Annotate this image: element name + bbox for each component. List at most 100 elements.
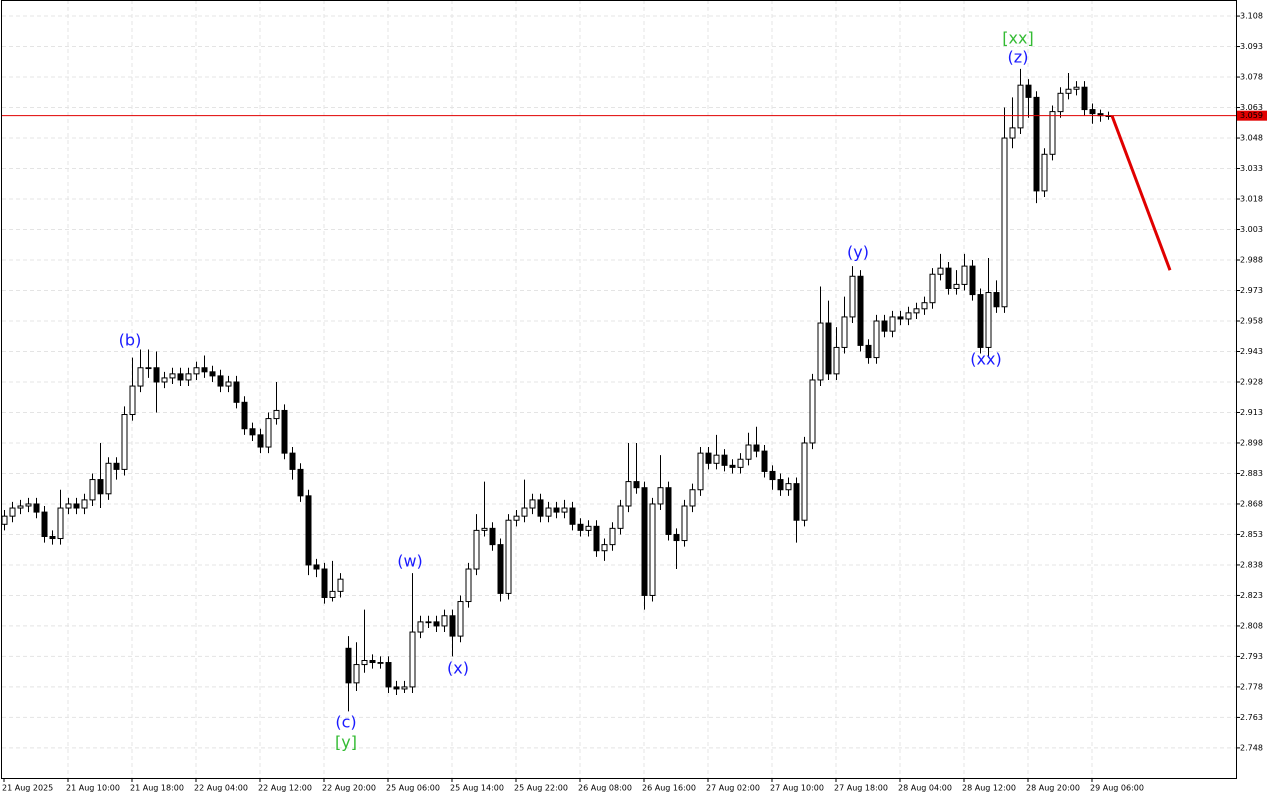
x-tick-label: 25 Aug 22:00: [514, 784, 568, 793]
wave-label: [xx]: [1002, 29, 1033, 48]
x-tick-label: 26 Aug 16:00: [642, 784, 696, 793]
y-tick-label: 3.108: [1240, 12, 1263, 21]
candle-body: [57, 507, 64, 540]
candle-body: [849, 275, 856, 318]
candle-body: [361, 659, 368, 666]
candle-body: [601, 544, 608, 552]
candle-body: [305, 495, 312, 566]
candle-body: [297, 468, 304, 497]
candle-body: [657, 487, 664, 505]
candle-body: [329, 590, 336, 598]
candle-body: [9, 507, 16, 517]
plot-frame: [1, 0, 1237, 779]
y-tick-label: 2.763: [1240, 713, 1263, 722]
candle-body: [889, 316, 896, 332]
candle-body: [897, 316, 904, 320]
x-tick-label: 29 Aug 06:00: [1090, 784, 1144, 793]
candle-body: [73, 503, 80, 509]
candle-body: [369, 659, 376, 664]
x-tick-label: 22 Aug 12:00: [258, 784, 312, 793]
candle-body: [169, 373, 176, 379]
candle-body: [417, 621, 424, 633]
candle-body: [865, 344, 872, 359]
candle-body: [457, 601, 464, 637]
candle-body: [433, 621, 440, 627]
candle-body: [1025, 84, 1032, 98]
candle-body: [993, 292, 1000, 308]
candle-body: [529, 499, 536, 509]
y-tick-label: 2.943: [1240, 347, 1263, 356]
candle-body: [217, 375, 224, 387]
candle-body: [689, 489, 696, 507]
candle-body: [497, 544, 504, 594]
candle-body: [273, 409, 280, 420]
candle-body: [793, 483, 800, 521]
candles: [1, 68, 1112, 712]
candle-body: [1089, 109, 1096, 115]
x-tick-label: 22 Aug 04:00: [194, 784, 248, 793]
y-tick-label: 2.868: [1240, 499, 1263, 508]
candle-body: [265, 418, 272, 448]
candle-body: [385, 662, 392, 688]
candle-body: [745, 444, 752, 460]
candle-body: [1073, 86, 1080, 90]
candle-body: [705, 452, 712, 464]
candle-body: [921, 302, 928, 310]
candle-body: [905, 312, 912, 320]
x-tick-label: 27 Aug 02:00: [706, 784, 760, 793]
candle-body: [281, 409, 288, 454]
y-tick-label: 3.048: [1240, 134, 1263, 143]
y-tick-label: 2.808: [1240, 621, 1263, 630]
candle-body: [1017, 84, 1024, 129]
candle-body: [713, 454, 720, 464]
candle-body: [569, 507, 576, 525]
y-tick-label: 3.093: [1240, 42, 1263, 51]
x-tick-label: 21 Aug 10:00: [66, 784, 120, 793]
candle-body: [945, 267, 952, 289]
x-tick-label: 28 Aug 12:00: [962, 784, 1016, 793]
candle-body: [1065, 88, 1072, 94]
candle-body: [913, 308, 920, 314]
candle-body: [49, 535, 56, 540]
candle-body: [817, 322, 824, 381]
candle-body: [289, 452, 296, 470]
candle-body: [761, 450, 768, 472]
y-tick-label: 3.033: [1240, 164, 1263, 173]
x-tick-label: 22 Aug 20:00: [322, 784, 376, 793]
candle-body: [145, 367, 152, 370]
candle-body: [681, 505, 688, 542]
candle-body: [769, 470, 776, 481]
candle-body: [161, 377, 168, 383]
candle-body: [313, 564, 320, 570]
candle-body: [113, 462, 120, 470]
candle-body: [1057, 92, 1064, 113]
candle-body: [577, 523, 584, 531]
candle-body: [449, 615, 456, 637]
candle-body: [321, 568, 328, 598]
candle-body: [401, 686, 408, 690]
candle-body: [153, 367, 160, 383]
y-tick-label: 2.748: [1240, 743, 1263, 752]
candle-body: [25, 503, 32, 507]
candle-body: [521, 507, 528, 517]
candle-body: [553, 507, 560, 513]
x-tick-label: 21 Aug 2025: [2, 784, 53, 793]
x-tick-label: 21 Aug 18:00: [130, 784, 184, 793]
candle-body: [609, 527, 616, 546]
x-tick-label: 25 Aug 14:00: [450, 784, 504, 793]
candle-body: [593, 525, 600, 552]
candle-body: [425, 621, 432, 624]
y-tick-label: 2.898: [1240, 438, 1263, 447]
y-tick-label: 3.003: [1240, 225, 1263, 234]
candle-body: [81, 499, 88, 509]
candle-body: [345, 647, 352, 684]
y-tick-label: 2.838: [1240, 560, 1263, 569]
candle-body: [801, 442, 808, 521]
y-tick-label: 2.988: [1240, 256, 1263, 265]
forecast-line: [1110, 115, 1172, 271]
candle-body: [233, 381, 240, 403]
candle-body: [961, 265, 968, 285]
candle-body: [673, 533, 680, 542]
